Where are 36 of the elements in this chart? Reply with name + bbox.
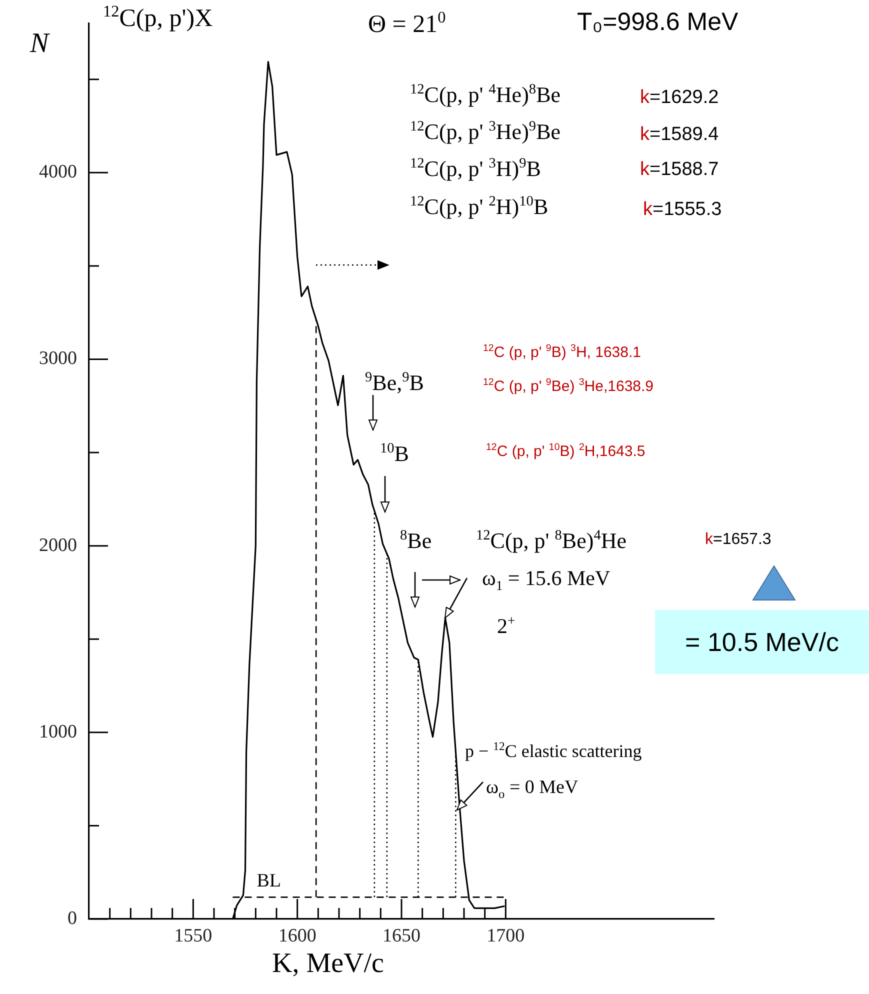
x-axis-title: K, MeV/c	[272, 948, 384, 979]
annotation: k=1589.4	[640, 124, 719, 145]
annotation: $^{12}$C(p, p' $^{4}$He)$^{8}$Be	[410, 82, 561, 107]
ref-line-label: BL	[256, 870, 282, 892]
annotation: ω$_{o}$ = 0 MeV	[486, 777, 578, 801]
annotation: $^{12}$C(p, p' $^{3}$He)$^{9}$Be	[410, 118, 561, 144]
y-tick-label: 2000	[39, 534, 77, 556]
annotation: Θ = 21$^{0}$	[368, 8, 446, 38]
annotation: k=1657.3	[705, 531, 772, 548]
annotation: $^{12}$C(p, p')X	[103, 2, 213, 32]
annotation: $^{12}$C (p, p' $^{9}$Be) $^{3}$He,1638.9	[483, 377, 654, 395]
annotation: $^{12}$C(p, p' $^{8}$Be)$^{4}$He	[476, 528, 626, 553]
annotation: $^{9}$Be,$^{9}$B	[365, 370, 424, 395]
y-tick-label: 4000	[39, 162, 77, 183]
annotation: = 10.5 MeV/c	[655, 610, 869, 674]
annotation: ω$_{1}$ = 15.6 MeV	[482, 566, 610, 594]
annotation: $^{10}$B	[380, 440, 409, 466]
annotation: $^{12}$C (p, p' $^{10}$B) $^{2}$H,1643.5	[486, 442, 646, 460]
annotation: k=1588.7	[640, 159, 719, 180]
annotation: T₀=998.6 MeV	[577, 8, 738, 36]
y-tick-label: 1000	[39, 721, 77, 742]
annotation: p − $^{12}$C elastic scattering	[465, 740, 642, 761]
x-tick-label: 1550	[174, 925, 212, 946]
annotation: 2$^{+}$	[497, 613, 516, 638]
annotation: k=1555.3	[643, 199, 722, 220]
annotation: $^{12}$C (p, p' $^{9}$B) $^{3}$H, 1638.1	[483, 343, 641, 361]
annotation: $^{8}$Be	[400, 528, 432, 553]
x-tick-label: 1650	[382, 925, 420, 946]
y-tick-label: 3000	[39, 348, 77, 370]
y-tick-label: 0	[68, 908, 77, 929]
annotation: $^{12}$C(p, p' $^{3}$H)$^{9}$B	[410, 156, 541, 181]
x-tick-label: 1600	[278, 925, 316, 946]
annotation: $^{12}$C(p, p' $^{2}$H)$^{10}$B	[410, 194, 548, 219]
x-tick-label: 1700	[486, 925, 525, 946]
y-axis-title: N	[30, 28, 49, 59]
annotation: k=1629.2	[640, 87, 719, 108]
